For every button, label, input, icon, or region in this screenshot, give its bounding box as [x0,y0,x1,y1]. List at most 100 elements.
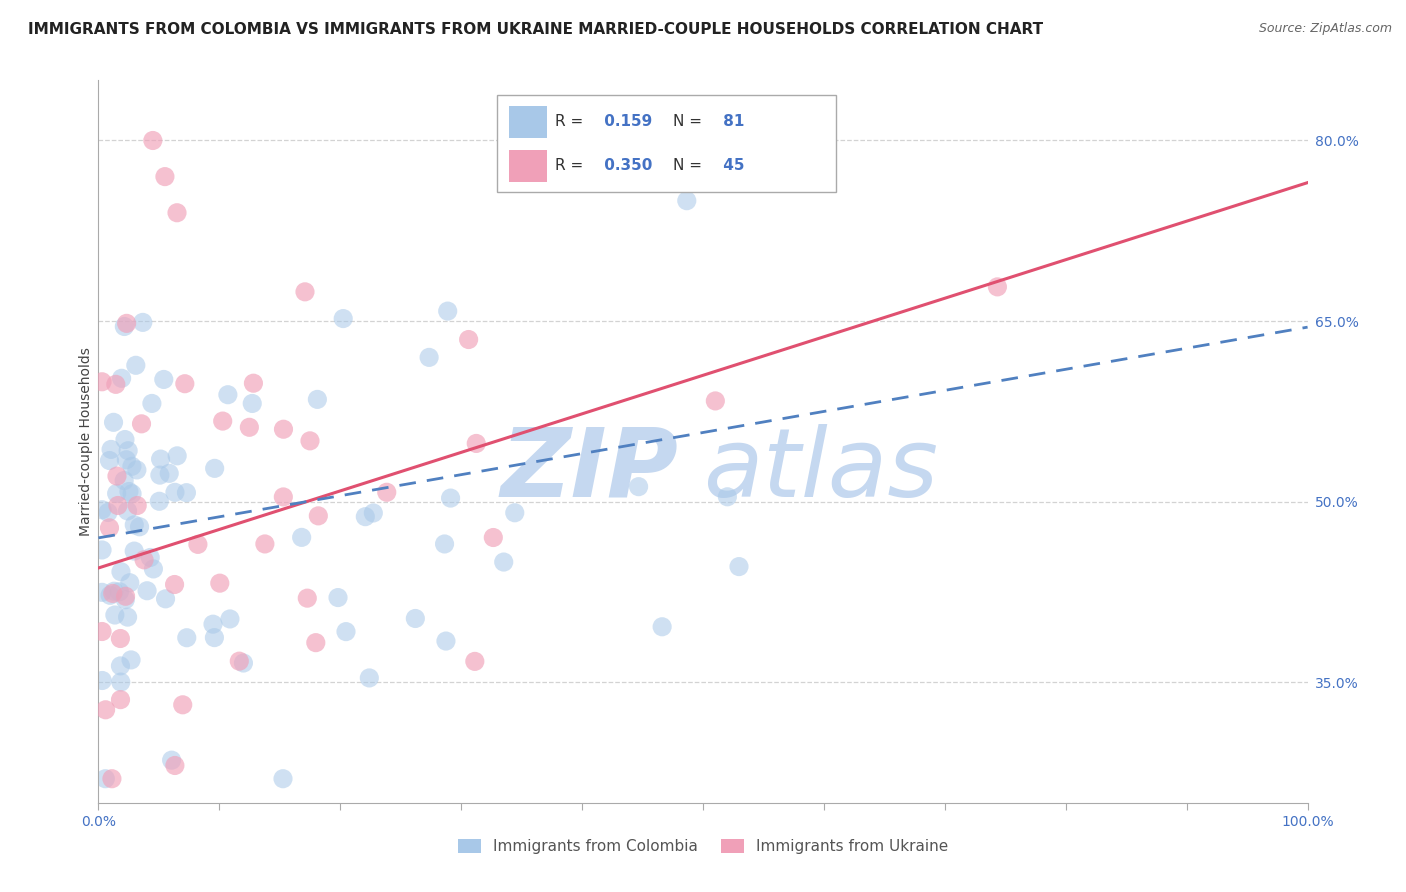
Point [253,537,276,551]
Point [291,530,314,544]
Point [335,624,357,639]
Point [986,280,1008,294]
Point [326,591,349,605]
Point [128,520,150,534]
Point [94,703,117,717]
Point [104,377,127,392]
Point [136,583,159,598]
Point [122,544,145,558]
Point [115,452,138,467]
Point [242,376,264,391]
Point [114,589,136,603]
Point [125,359,148,373]
Point [139,550,162,565]
Point [271,772,294,786]
Point [418,351,440,365]
Point [465,436,488,450]
Point [131,417,153,431]
Point [157,467,180,481]
Point [238,420,260,434]
Point [433,537,456,551]
Point [91,624,114,639]
Point [132,553,155,567]
Point [107,499,129,513]
Point [110,659,132,673]
Point [675,194,697,208]
Point [91,502,114,516]
Point [152,372,174,386]
Point [114,592,136,607]
Point [166,205,188,219]
Point [457,333,479,347]
Point [117,504,139,518]
Point [725,109,748,123]
Point [141,396,163,410]
Point [363,506,385,520]
Point [100,442,122,457]
Point [375,485,398,500]
Point [704,393,727,408]
Point [354,509,377,524]
Point [110,632,132,646]
Point [114,433,136,447]
Point [103,415,125,429]
Point [187,537,209,551]
Point [112,474,135,488]
Point [91,543,114,558]
Point [464,654,486,668]
Text: Source: ZipAtlas.com: Source: ZipAtlas.com [1258,22,1392,36]
Text: atlas: atlas [703,424,938,517]
Point [127,499,149,513]
Point [294,285,316,299]
Point [91,585,114,599]
Point [105,486,128,500]
Point [153,169,176,184]
Point [273,422,295,436]
Point [627,480,650,494]
Point [492,555,515,569]
Point [110,371,132,385]
Point [204,461,226,475]
Point [132,315,155,329]
Point [142,133,165,147]
Point [108,584,131,599]
Point [91,673,114,688]
Point [482,531,505,545]
Point [176,485,198,500]
Point [163,577,186,591]
Point [94,772,117,786]
Point [651,620,673,634]
Text: ZIP: ZIP [501,424,679,517]
Point [728,559,751,574]
Point [166,449,188,463]
Point [404,611,426,625]
Point [103,584,125,599]
Point [305,635,328,649]
Point [142,562,165,576]
Point [434,634,457,648]
Point [307,508,329,523]
Point [176,631,198,645]
Point [204,631,226,645]
Point [98,521,121,535]
Point [201,617,224,632]
Point [117,610,139,624]
Point [273,490,295,504]
Point [173,376,195,391]
Point [149,452,172,467]
Y-axis label: Married-couple Households: Married-couple Households [79,347,93,536]
Point [110,675,132,690]
Point [105,469,128,483]
Point [307,392,329,407]
Point [163,485,186,500]
Point [332,311,354,326]
Point [101,772,124,786]
Point [91,375,114,389]
Point [118,484,141,499]
Point [359,671,381,685]
Point [118,575,141,590]
Point [110,565,132,579]
Point [110,692,132,706]
Point [104,607,127,622]
Point [439,491,461,505]
